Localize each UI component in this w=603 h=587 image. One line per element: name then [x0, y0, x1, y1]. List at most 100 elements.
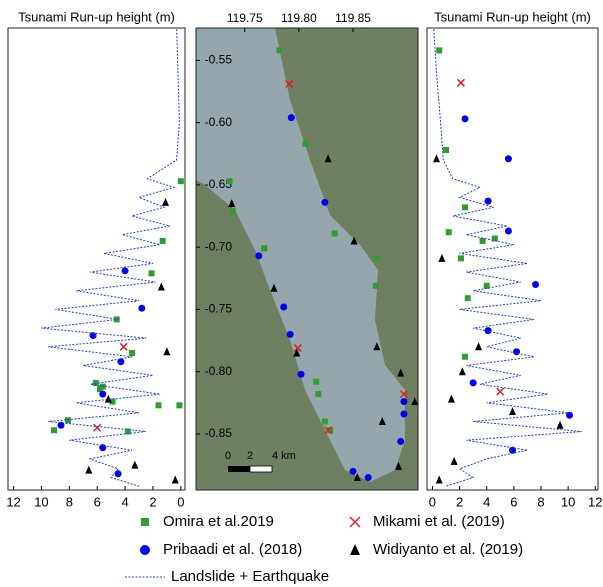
legend-label: Landslide + Earthquake: [171, 568, 329, 585]
marker-triangle: [475, 342, 482, 350]
marker-circle: [122, 267, 129, 274]
y-tick-label: -0.80: [205, 364, 233, 378]
x-tick-label: 6: [94, 494, 101, 509]
marker-square: [462, 204, 468, 210]
marker-square: [374, 255, 380, 261]
marker-square: [176, 402, 182, 408]
legend-label: Widiyanto et al. (2019): [373, 541, 523, 558]
marker-triangle: [163, 347, 170, 355]
marker-square: [149, 270, 155, 276]
marker-square: [462, 354, 468, 360]
x-tick-label: 6: [510, 494, 517, 509]
x-tick-label: 8: [66, 494, 73, 509]
x-tick-label: 10: [34, 494, 48, 509]
marker-triangle: [85, 466, 92, 474]
marker-square: [443, 147, 449, 153]
marker-square: [315, 391, 321, 397]
y-tick-label: -0.70: [205, 239, 233, 253]
marker-x: [94, 424, 101, 431]
marker-x: [120, 343, 127, 350]
marker-circle: [365, 474, 372, 481]
marker-square: [261, 245, 267, 251]
marker-square: [160, 238, 166, 244]
panel-title: Tsunami Run-up height (m): [434, 9, 591, 24]
marker-circle: [485, 198, 492, 205]
legend-label: Mikami et al. (2019): [373, 513, 505, 530]
x-tick-label: 119.85: [335, 11, 371, 25]
marker-circle: [321, 199, 328, 206]
marker-triangle: [131, 461, 138, 469]
marker-square: [302, 141, 308, 147]
marker-square: [230, 208, 236, 214]
model-line: [41, 29, 179, 486]
marker-triangle: [350, 544, 360, 555]
marker-x: [497, 388, 504, 395]
marker-square: [322, 419, 328, 425]
x-tick-label: 2: [149, 494, 156, 509]
y-tick-label: -0.85: [205, 426, 233, 440]
x-tick-label: 119.80: [281, 11, 317, 25]
x-tick-label: 12: [588, 494, 602, 509]
legend-label: Omira et al.2019: [163, 513, 274, 530]
marker-circle: [462, 115, 469, 122]
marker-square: [178, 178, 184, 184]
marker-circle: [99, 391, 106, 398]
marker-circle: [288, 114, 295, 121]
scale-label: 2: [247, 450, 253, 462]
marker-square: [458, 255, 464, 261]
scale-label: 0: [225, 450, 231, 462]
scale-bar: [250, 466, 272, 472]
x-tick-label: 2: [456, 494, 463, 509]
marker-circle: [400, 398, 407, 405]
marker-circle: [485, 327, 492, 334]
marker-square: [141, 518, 149, 526]
marker-square: [313, 379, 319, 385]
marker-square: [373, 283, 379, 289]
legend-label: Pribaadi et al. (2018): [163, 541, 302, 558]
marker-circle: [513, 348, 520, 355]
panel-title: Tsunami Run-up height (m): [18, 9, 175, 24]
marker-triangle: [459, 367, 466, 375]
marker-circle: [505, 155, 512, 162]
panel-frame: [8, 28, 185, 490]
y-tick-label: -0.75: [205, 302, 233, 316]
marker-triangle: [433, 154, 440, 162]
marker-circle: [397, 438, 404, 445]
marker-circle: [115, 470, 122, 477]
marker-triangle: [509, 407, 516, 415]
marker-circle: [280, 303, 287, 310]
marker-triangle: [158, 283, 165, 291]
marker-square: [465, 295, 471, 301]
marker-circle: [140, 545, 150, 555]
marker-triangle: [438, 254, 445, 262]
marker-x: [350, 517, 360, 527]
marker-square: [436, 47, 442, 53]
marker-circle: [400, 411, 407, 418]
marker-circle: [298, 371, 305, 378]
marker-square: [446, 229, 452, 235]
marker-square: [156, 402, 162, 408]
marker-triangle: [448, 395, 455, 403]
panel-frame: [427, 28, 598, 490]
scale-label: 4 km: [272, 450, 296, 462]
marker-circle: [505, 227, 512, 234]
marker-triangle: [557, 421, 564, 429]
marker-circle: [532, 281, 539, 288]
x-tick-label: 12: [6, 494, 20, 509]
marker-square: [332, 230, 338, 236]
marker-triangle: [451, 457, 458, 465]
marker-square: [129, 350, 135, 356]
y-tick-label: -0.60: [205, 115, 233, 129]
marker-circle: [287, 331, 294, 338]
marker-square: [227, 178, 233, 184]
x-tick-label: 0: [177, 494, 184, 509]
marker-triangle: [172, 476, 179, 484]
marker-circle: [255, 252, 262, 259]
marker-circle: [138, 305, 145, 312]
marker-circle: [470, 379, 477, 386]
marker-square: [51, 427, 57, 433]
x-tick-label: 10: [561, 494, 575, 509]
marker-circle: [350, 468, 357, 475]
y-tick-label: -0.55: [205, 53, 233, 67]
marker-triangle: [436, 476, 443, 484]
